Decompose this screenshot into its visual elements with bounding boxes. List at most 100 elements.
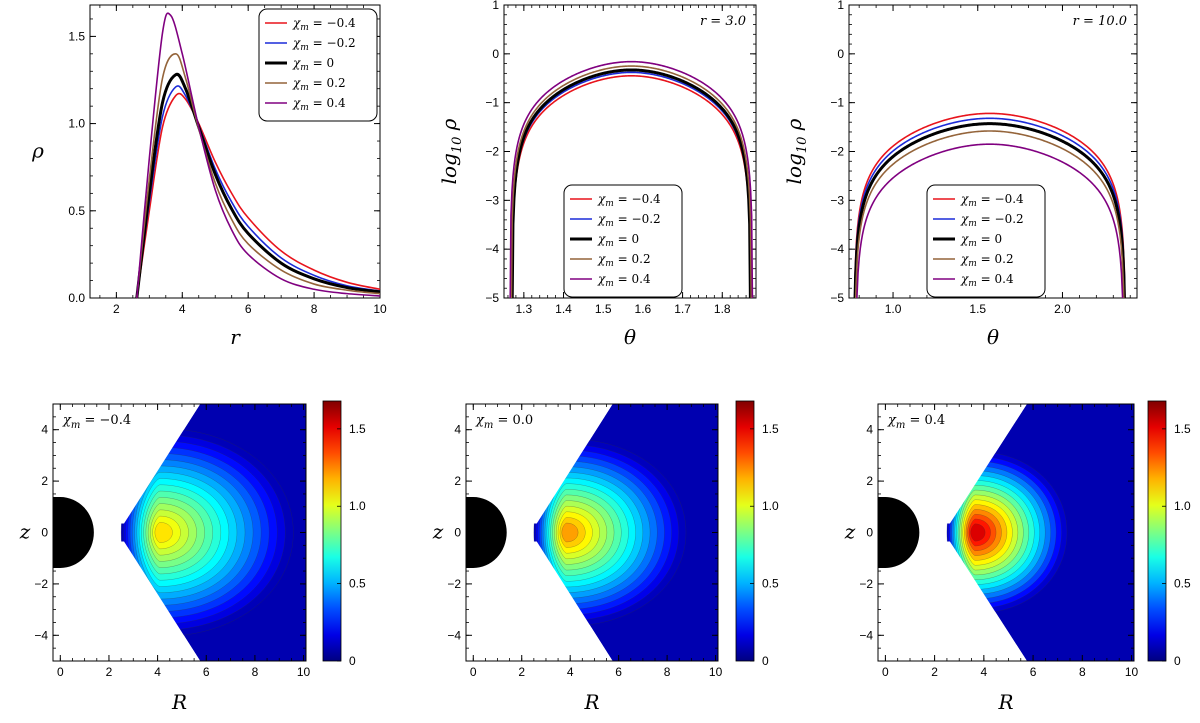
x-axis-label: R	[171, 690, 187, 714]
colorbar-tick-label: 0	[1174, 654, 1181, 668]
legend-label: χm = 0.4	[960, 272, 1014, 289]
x-tick-label: 8	[664, 665, 671, 679]
x-tick-label: 0	[882, 665, 889, 679]
series-line	[136, 12, 381, 299]
x-axis-label: R	[583, 690, 599, 714]
y-tick-label: 1	[837, 0, 844, 12]
contour-level	[561, 522, 579, 543]
x-tick-label: 0	[57, 665, 64, 679]
panel-annotation: χm = 0.0	[475, 413, 533, 431]
series-line	[856, 143, 1124, 298]
outside-mask	[53, 404, 201, 524]
y-tick-label: 2	[866, 474, 873, 488]
outside-mask	[466, 404, 613, 524]
y-tick-label: 1	[492, 0, 499, 12]
legend-label: χm = 0.2	[292, 76, 346, 93]
y-tick-label: −1	[830, 96, 844, 110]
x-axis-label: R	[997, 690, 1013, 714]
axes-frame	[89, 4, 381, 299]
colorbar-tick-label: 0	[349, 654, 356, 668]
colorbar-tick-label: 0	[762, 654, 769, 668]
x-tick-label: 6	[245, 302, 252, 316]
x-tick-label: 8	[252, 665, 259, 679]
panel-annotation: r = 10.0	[1073, 14, 1127, 29]
y-tick-label: 0.0	[68, 291, 85, 305]
x-tick-label: 2	[931, 665, 938, 679]
chart-logrho-r10: 1.0 1.5 2.0 1 0 −1 −2 −3 −4 −5 r = 10.0 θ log10 ρ χm …	[782, 0, 1138, 349]
legend-label: χm = −0.2	[292, 36, 356, 53]
series-line	[853, 117, 1126, 298]
chart-density-contour-1: 0 2 4 6 8 10 4 2 0 −2 −4 χm = −0.4 Rz 1.5 1.0 0.5 0	[19, 400, 366, 714]
series-line	[136, 53, 381, 299]
x-tick-label: 2	[106, 665, 113, 679]
y-tick-label: −4	[485, 242, 499, 256]
x-tick-label: 6	[203, 665, 210, 679]
y-tick-label: 4	[41, 423, 48, 437]
x-axis-label: θ	[987, 325, 999, 349]
legend-label: χm = 0.4	[292, 96, 346, 113]
y-tick-label: −5	[485, 291, 499, 305]
legend-label: χm = 0.2	[960, 252, 1014, 269]
legend-box	[563, 184, 683, 298]
legend-label: χm = −0.4	[292, 16, 356, 33]
colorbar-tick-label: 1.0	[349, 499, 366, 513]
x-tick-label: 1.4	[555, 302, 572, 316]
x-tick-label: 6	[1030, 665, 1037, 679]
contour-level	[154, 522, 173, 543]
x-tick-label: 1.3	[515, 302, 532, 316]
legend-label: χm = 0	[597, 232, 639, 249]
series-line	[510, 65, 752, 298]
black-hole	[53, 497, 94, 568]
y-tick-label: 0	[492, 47, 499, 61]
legend-box	[926, 184, 1046, 298]
legend-label: χm = 0.2	[597, 252, 651, 269]
y-tick-label: 0	[454, 526, 461, 540]
x-tick-label: 0	[470, 665, 477, 679]
x-tick-label: 10	[297, 665, 311, 679]
x-tick-label: 2.0	[1054, 302, 1071, 316]
x-tick-label: 10	[709, 665, 723, 679]
legend-label: χm = −0.4	[597, 192, 661, 209]
panel-annotation: χm = 0.4	[887, 413, 945, 431]
y-tick-label: −3	[485, 193, 499, 207]
series-line	[510, 68, 752, 298]
series-line	[511, 75, 752, 298]
x-tick-label: 2	[518, 665, 525, 679]
x-tick-label: 4	[154, 665, 161, 679]
x-tick-label: 1.5	[595, 302, 612, 316]
x-tick-label: 4	[567, 665, 574, 679]
x-tick-label: 1.8	[714, 302, 731, 316]
y-tick-label: 2	[454, 474, 461, 488]
panel-annotation: r = 3.0	[700, 14, 746, 29]
series-line	[853, 122, 1126, 298]
x-tick-label: 8	[311, 302, 318, 316]
y-tick-label: −2	[447, 577, 461, 591]
y-tick-label: 1.5	[68, 29, 85, 43]
colorbar	[1147, 400, 1167, 662]
colorbar	[735, 400, 755, 662]
series-line	[511, 71, 752, 298]
x-tick-label: 10	[1125, 665, 1139, 679]
colorbar-tick-label: 0.5	[349, 577, 366, 591]
heatmap-body	[466, 404, 718, 661]
legend-label: χm = −0.2	[960, 212, 1024, 229]
black-hole	[878, 497, 920, 568]
colorbar	[322, 400, 342, 662]
black-hole	[466, 497, 507, 568]
legend-label: χm = 0.4	[597, 272, 651, 289]
y-tick-label: −1	[485, 96, 499, 110]
x-tick-label: 1.0	[885, 302, 902, 316]
y-tick-label: −3	[830, 193, 844, 207]
outside-mask	[53, 541, 201, 661]
heatmap-body	[878, 404, 1134, 661]
y-tick-label: 0.5	[68, 204, 85, 218]
colorbar-tick-label: 1.0	[762, 499, 779, 513]
series-line	[854, 130, 1125, 298]
y-tick-label: −2	[34, 577, 48, 591]
outside-mask	[878, 541, 1027, 661]
chart-logrho-r3: 1.3 1.4 1.5 1.6 1.7 1.8 1 0 −1 −2 −3 −4 −5 r = 3.0 θ lo…	[437, 0, 757, 349]
series-line	[136, 92, 381, 299]
legend-label: χm = 0	[960, 232, 1002, 249]
y-tick-label: −4	[830, 242, 844, 256]
